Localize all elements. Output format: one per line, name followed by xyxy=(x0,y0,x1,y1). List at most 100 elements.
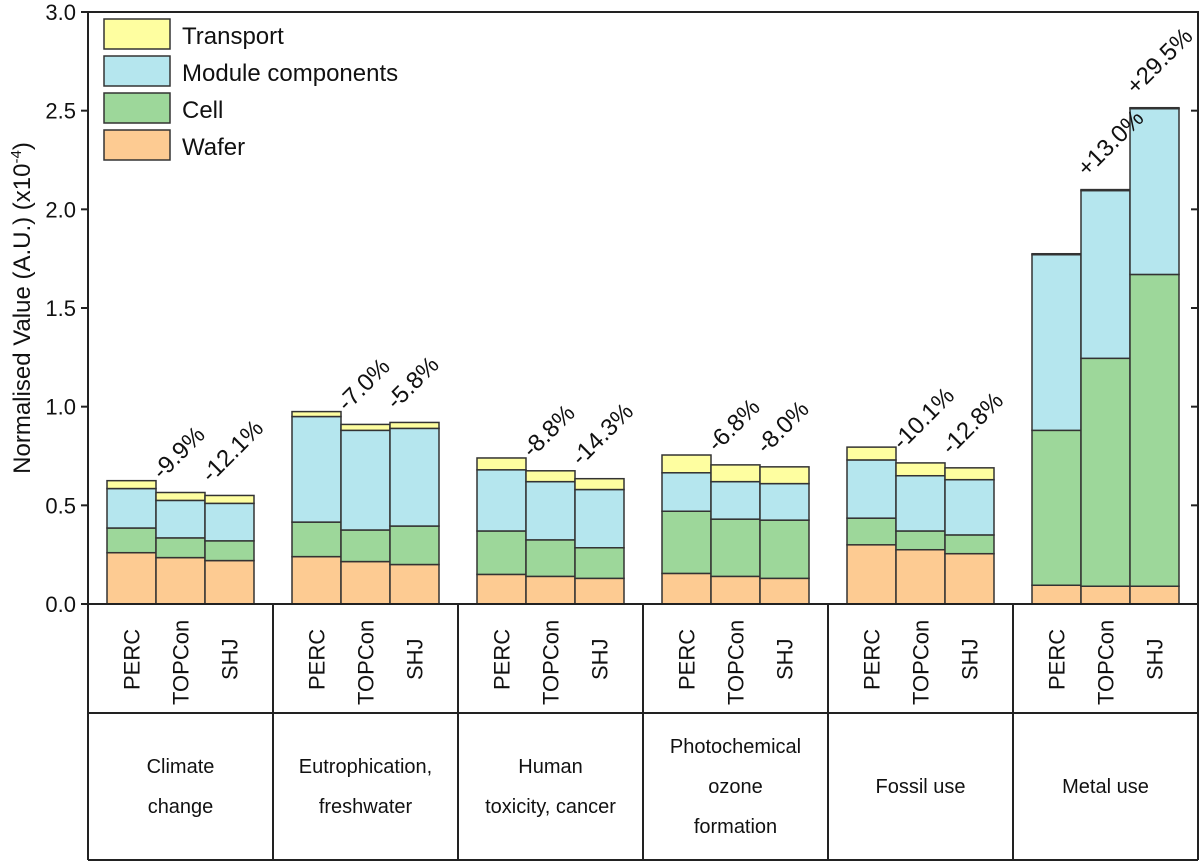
bar-segment-transport xyxy=(291,410,342,418)
bar-segment-transport xyxy=(525,470,576,483)
y-tick-label: 2.5 xyxy=(45,99,76,124)
y-tick-label: 0.5 xyxy=(45,493,76,518)
group-label: Eutrophication, xyxy=(299,756,432,778)
bar-segment-module-components xyxy=(846,459,897,519)
bar-segment-cell xyxy=(1129,273,1180,587)
bar-segment-transport xyxy=(895,462,946,477)
category-label: PERC xyxy=(490,629,515,690)
bar-segment-wafer xyxy=(340,560,391,605)
bar-segment-transport xyxy=(389,421,440,430)
bar-segment-cell xyxy=(476,530,527,576)
bar-segment-module-components xyxy=(895,474,946,532)
bar-segment-cell xyxy=(106,527,157,554)
legend: Transport Module components Cell Wafer xyxy=(103,18,398,161)
bar-segment-wafer xyxy=(204,559,255,605)
category-label: TOPCon xyxy=(539,620,564,705)
bar-segment-cell xyxy=(1031,429,1082,587)
bar-segment-transport xyxy=(1080,188,1131,192)
category-label: TOPCon xyxy=(909,620,934,705)
group-label: formation xyxy=(694,816,777,838)
percent-change-label: -14.3% xyxy=(566,398,639,471)
legend-swatch-wafer xyxy=(103,129,171,161)
percent-change-label: +29.5% xyxy=(1121,23,1198,100)
percent-change-label: -12.1% xyxy=(196,415,269,488)
bar-segment-cell xyxy=(525,539,576,578)
bar-segment-transport xyxy=(1031,252,1082,256)
percent-change-label: -9.9% xyxy=(147,421,210,484)
bar-segment-wafer xyxy=(291,555,342,605)
bar-segment-wafer xyxy=(1080,585,1131,605)
legend-swatch-cell xyxy=(103,92,171,124)
bar-segment-transport xyxy=(574,477,625,491)
bar-segment-transport xyxy=(476,457,527,471)
bar-segment-module-components xyxy=(1031,253,1082,432)
category-label: SHJ xyxy=(958,638,983,680)
y-axis-label: Normalised Value (A.U.) (x10-4) xyxy=(8,142,36,474)
category-label: SHJ xyxy=(218,638,243,680)
bar-segment-module-components xyxy=(204,502,255,542)
bar-segment-transport xyxy=(106,479,157,490)
legend-label: Cell xyxy=(182,97,223,124)
bar-segment-wafer xyxy=(759,577,810,605)
bar-segment-transport xyxy=(944,467,995,481)
bar-segment-wafer xyxy=(1031,584,1082,605)
legend-swatch-transport xyxy=(103,18,171,50)
bar-segment-transport xyxy=(661,454,712,474)
bar-segment-cell xyxy=(944,534,995,555)
legend-label: Wafer xyxy=(182,134,245,161)
category-label: SHJ xyxy=(588,638,613,680)
group-label: Metal use xyxy=(1062,776,1149,798)
bar-segment-module-components xyxy=(661,472,712,513)
category-label: PERC xyxy=(675,629,700,690)
y-tick-label: 3.0 xyxy=(45,0,76,25)
bar-segment-cell xyxy=(574,547,625,580)
bar-segment-transport xyxy=(340,423,391,432)
bar-segment-cell xyxy=(204,540,255,562)
bar-segment-module-components xyxy=(574,488,625,549)
group-label: toxicity, cancer xyxy=(485,796,616,818)
plot-frame xyxy=(87,11,1199,605)
percent-change-label: -6.8% xyxy=(702,394,765,457)
category-label: TOPCon xyxy=(1094,620,1119,705)
y-tick-label: 1.0 xyxy=(45,395,76,420)
category-label: PERC xyxy=(120,629,145,690)
bar-segment-transport xyxy=(204,494,255,505)
category-label: PERC xyxy=(305,629,330,690)
group-label: Human xyxy=(518,756,582,778)
group-label: Climate xyxy=(147,756,215,778)
bar-segment-wafer xyxy=(895,548,946,605)
category-label: SHJ xyxy=(403,638,428,680)
bar-segment-cell xyxy=(710,518,761,578)
bar-segment-wafer xyxy=(1129,585,1180,605)
bar-segment-transport xyxy=(710,464,761,483)
percent-change-label: -7.0% xyxy=(332,353,395,416)
bar-segment-wafer xyxy=(389,563,440,605)
bar-segment-cell xyxy=(759,519,810,580)
y-axis: 0.0 0.5 1.0 1.5 2.0 2.5 3.0 xyxy=(45,0,1198,617)
bar-segment-transport xyxy=(846,446,897,461)
bar-segment-wafer xyxy=(476,573,527,605)
bar-segment-wafer xyxy=(155,556,206,605)
bar-segment-module-components xyxy=(340,429,391,531)
bar-segment-module-components xyxy=(759,482,810,521)
bar-segment-wafer xyxy=(944,552,995,605)
bar-segment-module-components xyxy=(106,487,157,529)
percent-change-label: -5.8% xyxy=(381,351,444,414)
bar-segment-module-components xyxy=(155,499,206,539)
group-label: Fossil use xyxy=(875,776,965,798)
legend-label: Transport xyxy=(182,23,284,50)
bar-segment-cell xyxy=(846,517,897,546)
bar-segment-module-components xyxy=(944,478,995,536)
bar-segment-module-components xyxy=(525,480,576,541)
bar-segment-cell xyxy=(1080,357,1131,587)
y-tick-label: 1.5 xyxy=(45,296,76,321)
bar-segment-wafer xyxy=(574,577,625,605)
category-label: TOPCon xyxy=(354,620,379,705)
category-label: TOPCon xyxy=(724,620,749,705)
category-table: PERC TOPCon SHJ Climate change PERC TOPCon SHJ E… xyxy=(87,604,1199,861)
bar-segment-wafer xyxy=(106,551,157,605)
bar-segment-transport xyxy=(155,491,206,502)
category-label: SHJ xyxy=(1143,638,1168,680)
percent-change-label: -8.0% xyxy=(751,396,814,459)
